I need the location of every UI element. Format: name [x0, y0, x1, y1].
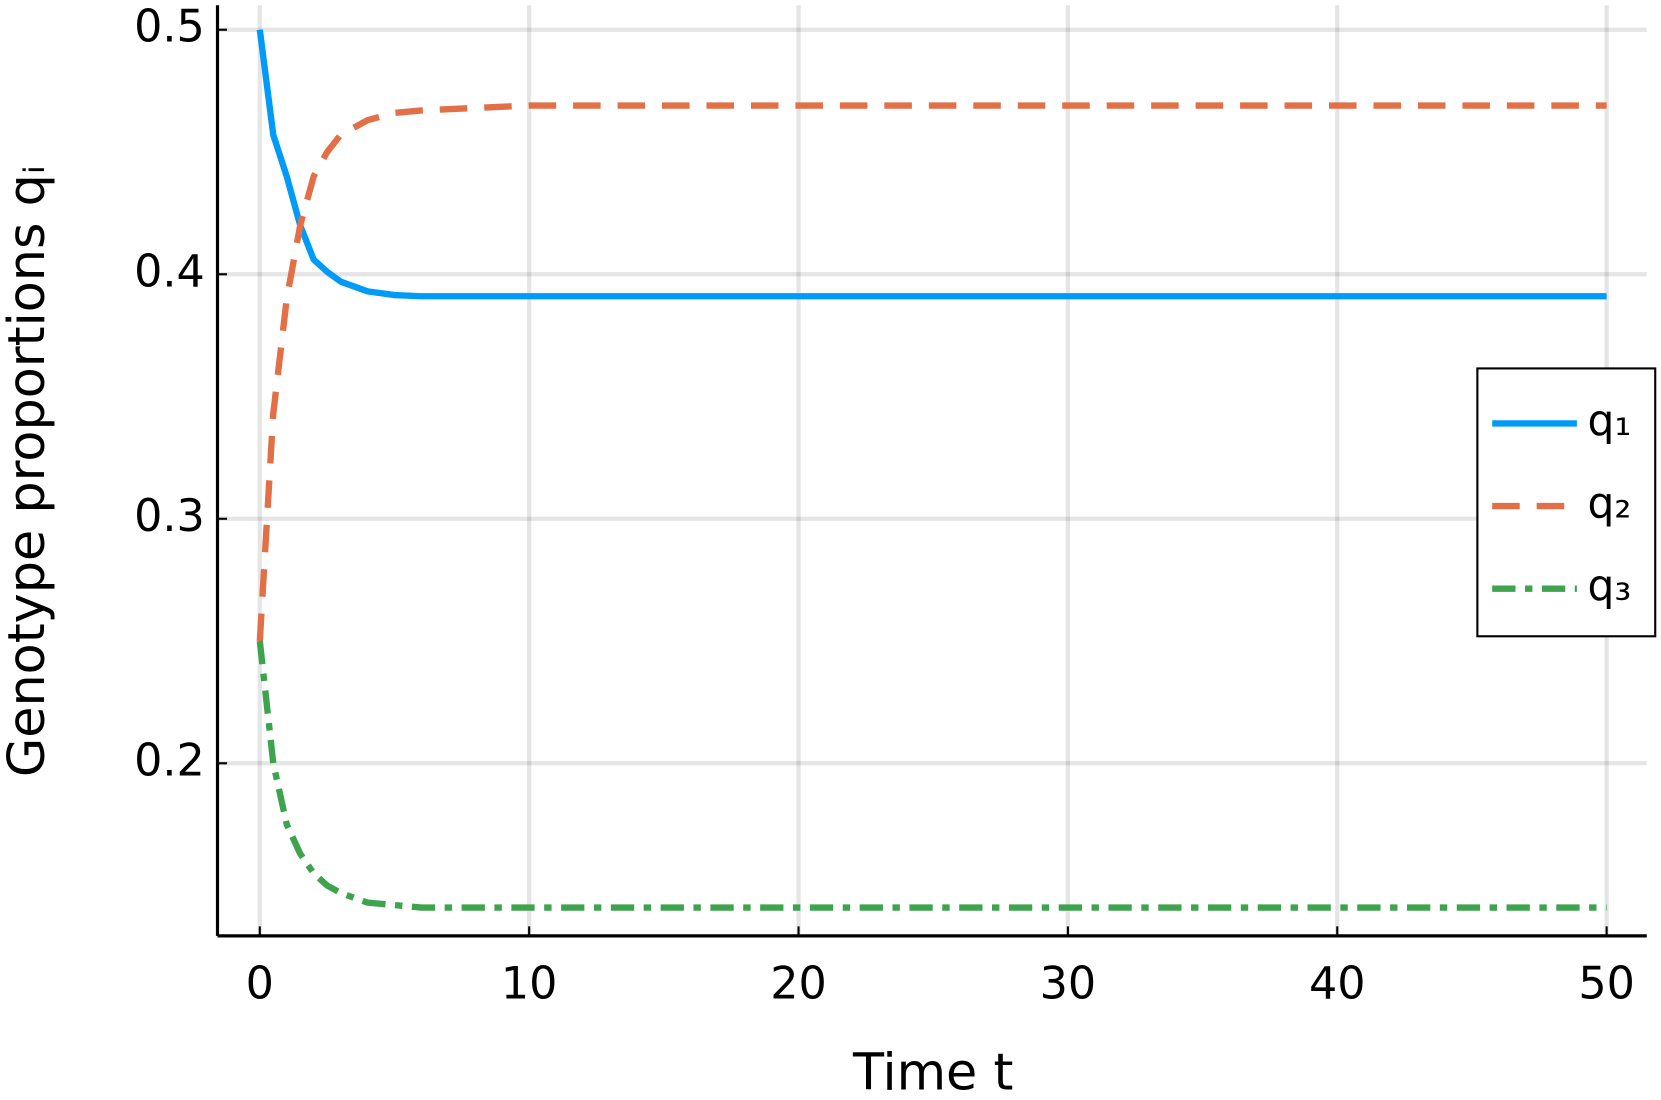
x-tick-label: 40: [1309, 959, 1366, 1010]
x-tick-label: 20: [770, 959, 827, 1010]
y-axis-label: Genotype proportions qᵢ: [0, 165, 56, 777]
legend-label: q₂: [1587, 479, 1631, 528]
x-axis-label: Time t: [852, 1043, 1013, 1100]
x-tick-label: 30: [1040, 959, 1097, 1010]
legend-label: q₁: [1587, 396, 1631, 445]
line-series: [256, 102, 1607, 642]
x-tick-label: 0: [246, 959, 274, 1010]
y-tick-label: 0.2: [134, 735, 205, 786]
y-tick-label: 0.4: [134, 246, 205, 297]
x-tick-label: 10: [501, 959, 558, 1010]
legend-label: q₃: [1587, 561, 1631, 610]
line-series: [256, 640, 1607, 911]
x-tick-label: 50: [1578, 959, 1635, 1010]
line-series: [256, 29, 1607, 300]
y-tick-label: 0.5: [134, 2, 205, 53]
y-tick-label: 0.3: [134, 491, 205, 542]
